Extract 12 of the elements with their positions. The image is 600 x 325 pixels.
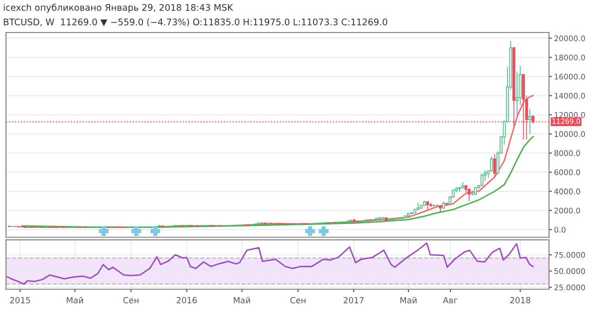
chart-subtitle: BTCUSD, W 11269.0 ▼ −559.0 (−4.73%) O:11835.0 H:11975.0 L:11073.3 C:11269.0 bbox=[4, 18, 388, 26]
chart-title: icexch опубликовано Январь 29, 2018 18:43 MSK bbox=[4, 4, 234, 13]
x-tick-label: 2018 bbox=[510, 297, 530, 304]
x-tick-label: Сен bbox=[290, 297, 306, 304]
x-tick-label: Май bbox=[66, 296, 83, 304]
x-tick-label: Май bbox=[400, 296, 417, 304]
x-tick-label: Авг bbox=[443, 297, 458, 304]
x-tick-label: 2015 bbox=[10, 297, 30, 304]
x-tick-label: Май bbox=[234, 296, 250, 304]
x-tick-label: 2016 bbox=[176, 297, 197, 304]
x-tick-label: Сен bbox=[123, 297, 138, 304]
x-tick-label: 2017 bbox=[344, 297, 364, 304]
